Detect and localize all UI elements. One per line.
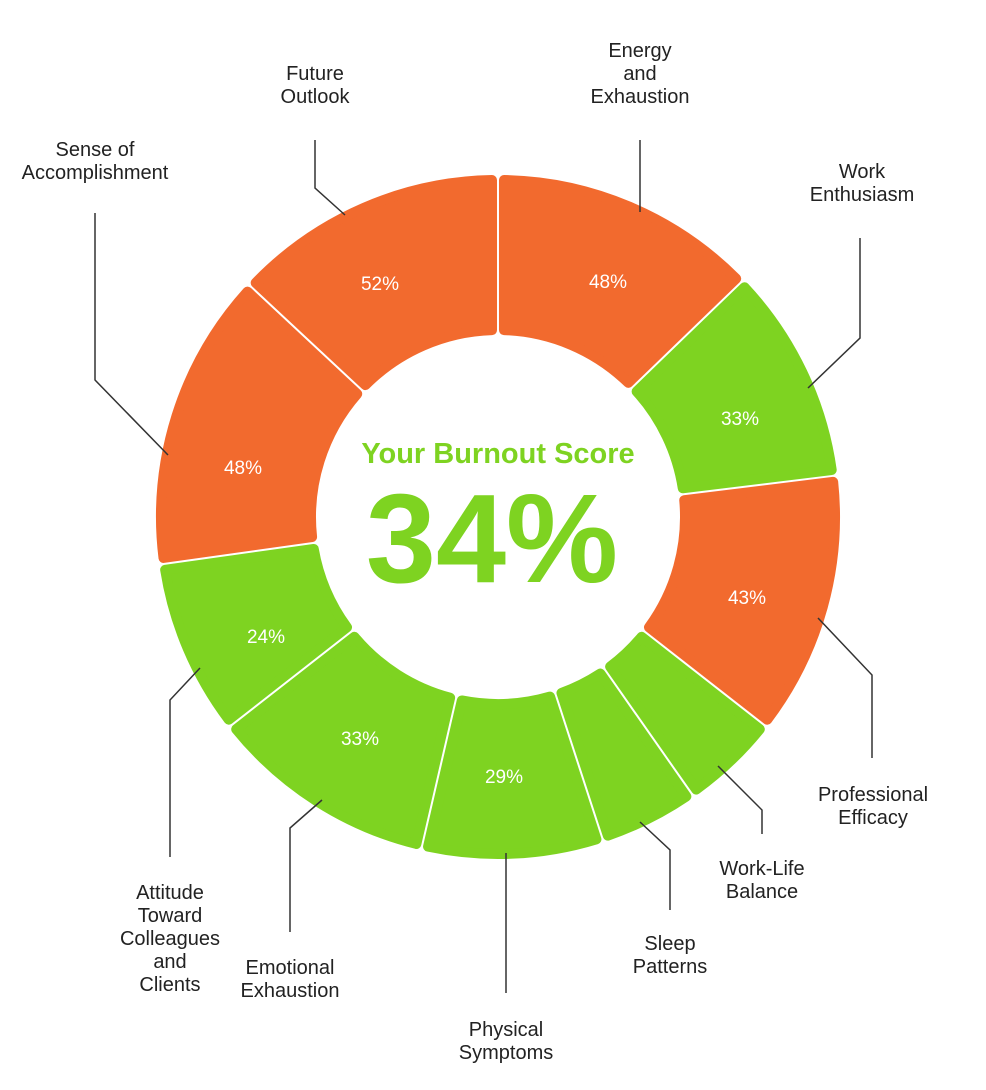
leader-line-professional-efficacy: [817, 617, 873, 758]
leader-line-sleep-patterns: [639, 821, 671, 910]
leader-lines: [94, 140, 873, 993]
segment-work-life-balance: [605, 631, 765, 795]
segment-emotional-exhaustion: [231, 631, 456, 849]
category-label-energy-and-exhaustion: Energy and Exhaustion: [591, 40, 690, 108]
value-label-energy-and-exhaustion: 48%: [589, 272, 627, 293]
category-label-physical-symptoms: Physical Symptoms: [459, 1019, 553, 1064]
leader-line-work-life-balance: [717, 765, 763, 834]
category-label-work-enthusiasm: Work Enthusiasm: [810, 161, 915, 206]
center-title: Your Burnout Score: [361, 438, 634, 470]
center-score: 34%: [366, 468, 618, 609]
segment-sleep-patterns: [556, 668, 692, 841]
category-label-emotional-exhaustion: Emotional Exhaustion: [241, 957, 340, 1002]
category-label-work-life-balance: Work-Life Balance: [719, 858, 804, 903]
value-label-sense-of-accomplishment: 48%: [224, 458, 262, 479]
category-label-sense-of-accomplishment: Sense of Accomplishment: [22, 139, 169, 184]
value-label-work-enthusiasm: 33%: [721, 409, 759, 430]
category-label-attitude-toward-colleagues-and-clients: Attitude Toward Colleagues and Clients: [120, 882, 220, 996]
segment-work-enthusiasm: [631, 282, 837, 494]
segment-physical-symptoms: [423, 691, 602, 859]
leader-line-sense-of-accomplishment: [94, 213, 169, 456]
segment-energy-and-exhaustion: [498, 175, 742, 388]
segment-future-outlook: [250, 175, 498, 391]
segment-professional-efficacy: [643, 476, 840, 725]
donut-segments: [156, 175, 840, 859]
value-label-future-outlook: 52%: [361, 274, 399, 295]
value-label-emotional-exhaustion: 33%: [341, 729, 379, 750]
segment-sense-of-accomplishment: [156, 286, 363, 563]
value-label-professional-efficacy: 43%: [728, 588, 766, 609]
leader-line-future-outlook: [314, 140, 346, 216]
value-label-physical-symptoms: 29%: [485, 767, 523, 788]
value-label-attitude-toward-colleagues-and-clients: 24%: [247, 627, 285, 648]
leader-line-emotional-exhaustion: [289, 799, 323, 932]
category-label-professional-efficacy: Professional Efficacy: [818, 784, 928, 829]
leader-line-attitude-toward-colleagues-and-clients: [169, 667, 201, 857]
leader-line-work-enthusiasm: [807, 238, 861, 389]
category-label-sleep-patterns: Sleep Patterns: [633, 933, 707, 978]
segment-value-labels: 48% 33% 43% 29% 33% 24% 48% 52%: [224, 272, 766, 788]
category-label-future-outlook: Future Outlook: [281, 63, 351, 108]
category-labels: Energy and Exhaustion Work Enthusiasm Profess…: [22, 40, 928, 1064]
segment-attitude-toward-colleagues-and-clients: [160, 543, 353, 725]
